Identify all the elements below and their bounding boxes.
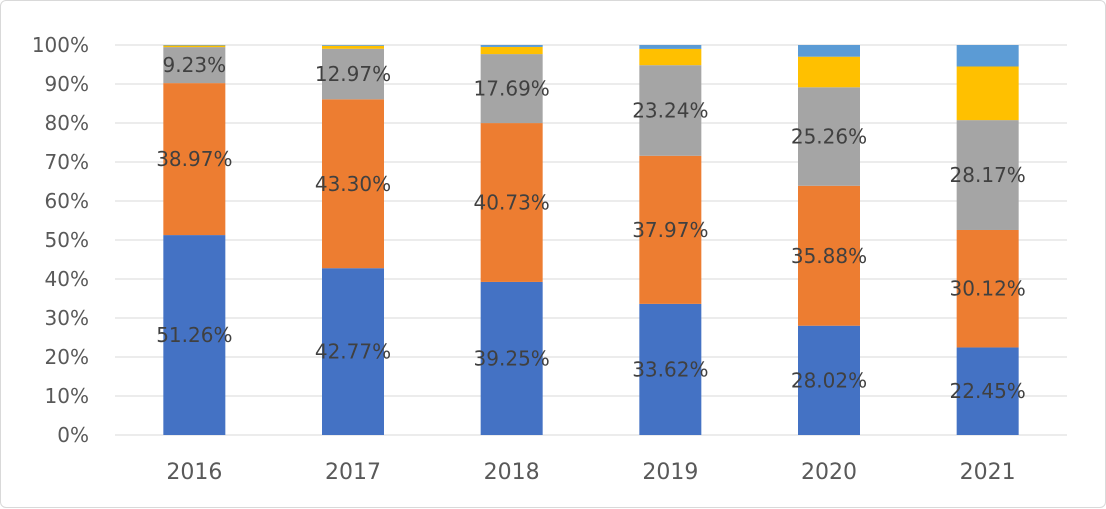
bar-segment (956, 45, 1019, 67)
y-tick-label: 80% (45, 111, 89, 135)
y-tick-label: 0% (57, 423, 89, 447)
data-label: 39.25% (474, 346, 550, 370)
bar-segment (322, 45, 384, 49)
bar-segment (639, 303, 702, 435)
data-label: 38.97% (156, 147, 232, 171)
data-label: 28.17% (950, 163, 1026, 187)
y-tick-label: 70% (45, 150, 89, 174)
data-label: 12.97% (315, 62, 391, 86)
bar-segment (639, 155, 702, 304)
y-tick-label: 60% (45, 189, 89, 213)
x-tick-label: 2017 (325, 460, 381, 485)
data-label: 37.97% (632, 218, 708, 242)
data-label: 25.26% (791, 125, 867, 149)
x-tick-label: 2018 (484, 460, 540, 485)
x-tick-label: 2016 (166, 460, 222, 485)
data-label: 51.26% (156, 323, 232, 347)
data-labels: 51.26% 38.97% 9.23% 42.77% 43.30% 12.97% 39.25… (156, 53, 1026, 403)
bar-segment (163, 83, 226, 236)
bar-segment (163, 47, 226, 84)
data-label: 40.73% (474, 191, 550, 215)
bar-segment (163, 45, 226, 46)
data-label: 22.45% (950, 379, 1026, 403)
data-label: 17.69% (474, 77, 550, 101)
x-tick-label: 2021 (960, 460, 1016, 485)
x-tick-label: 2019 (642, 460, 698, 485)
bar-segment (322, 99, 384, 269)
data-label: 28.02% (791, 368, 867, 392)
bar-segment (322, 48, 384, 100)
y-tick-label: 100% (32, 33, 89, 57)
data-label: 43.30% (315, 172, 391, 196)
bar-segment (639, 65, 702, 156)
bar-segment (639, 45, 702, 49)
bar-segment (480, 45, 543, 47)
bar-segment (956, 347, 1019, 435)
data-label: 9.23% (163, 53, 227, 77)
data-label: 42.77% (315, 340, 391, 364)
x-tick-label: 2020 (801, 460, 857, 485)
bars (163, 45, 1019, 435)
data-label: 33.62% (632, 357, 708, 381)
bar-segment (163, 235, 226, 435)
y-axis-ticks: 0% 10% 20% 30% 40% 50% 60% 70% 80% 90% 100% (32, 33, 89, 447)
bar-segment (798, 45, 860, 57)
data-label: 30.12% (950, 277, 1026, 301)
bar-segment (798, 185, 860, 326)
bar-segment (480, 54, 543, 124)
bar-segment (798, 87, 860, 186)
y-tick-label: 10% (45, 384, 89, 408)
y-tick-label: 90% (45, 72, 89, 96)
gridlines (115, 44, 1067, 436)
data-label: 23.24% (632, 98, 708, 122)
y-tick-label: 20% (45, 345, 89, 369)
bar-segment (480, 123, 543, 282)
bar-segment (639, 48, 702, 66)
bar-segment (798, 56, 860, 88)
bar-segment (480, 281, 543, 435)
x-axis-ticks: 2016 2017 2018 2019 2020 2021 (166, 460, 1015, 485)
bar-segment (322, 45, 384, 46)
bar-segment (322, 268, 384, 435)
y-tick-label: 50% (45, 228, 89, 252)
bar-segment (956, 66, 1019, 121)
bar-segment (480, 46, 543, 55)
bar-segment (798, 325, 860, 435)
data-label: 35.88% (791, 244, 867, 268)
y-tick-label: 30% (45, 306, 89, 330)
bar-segment (956, 229, 1019, 348)
y-tick-label: 40% (45, 267, 89, 291)
bar-segment (163, 45, 226, 48)
bar-segment (956, 120, 1019, 230)
